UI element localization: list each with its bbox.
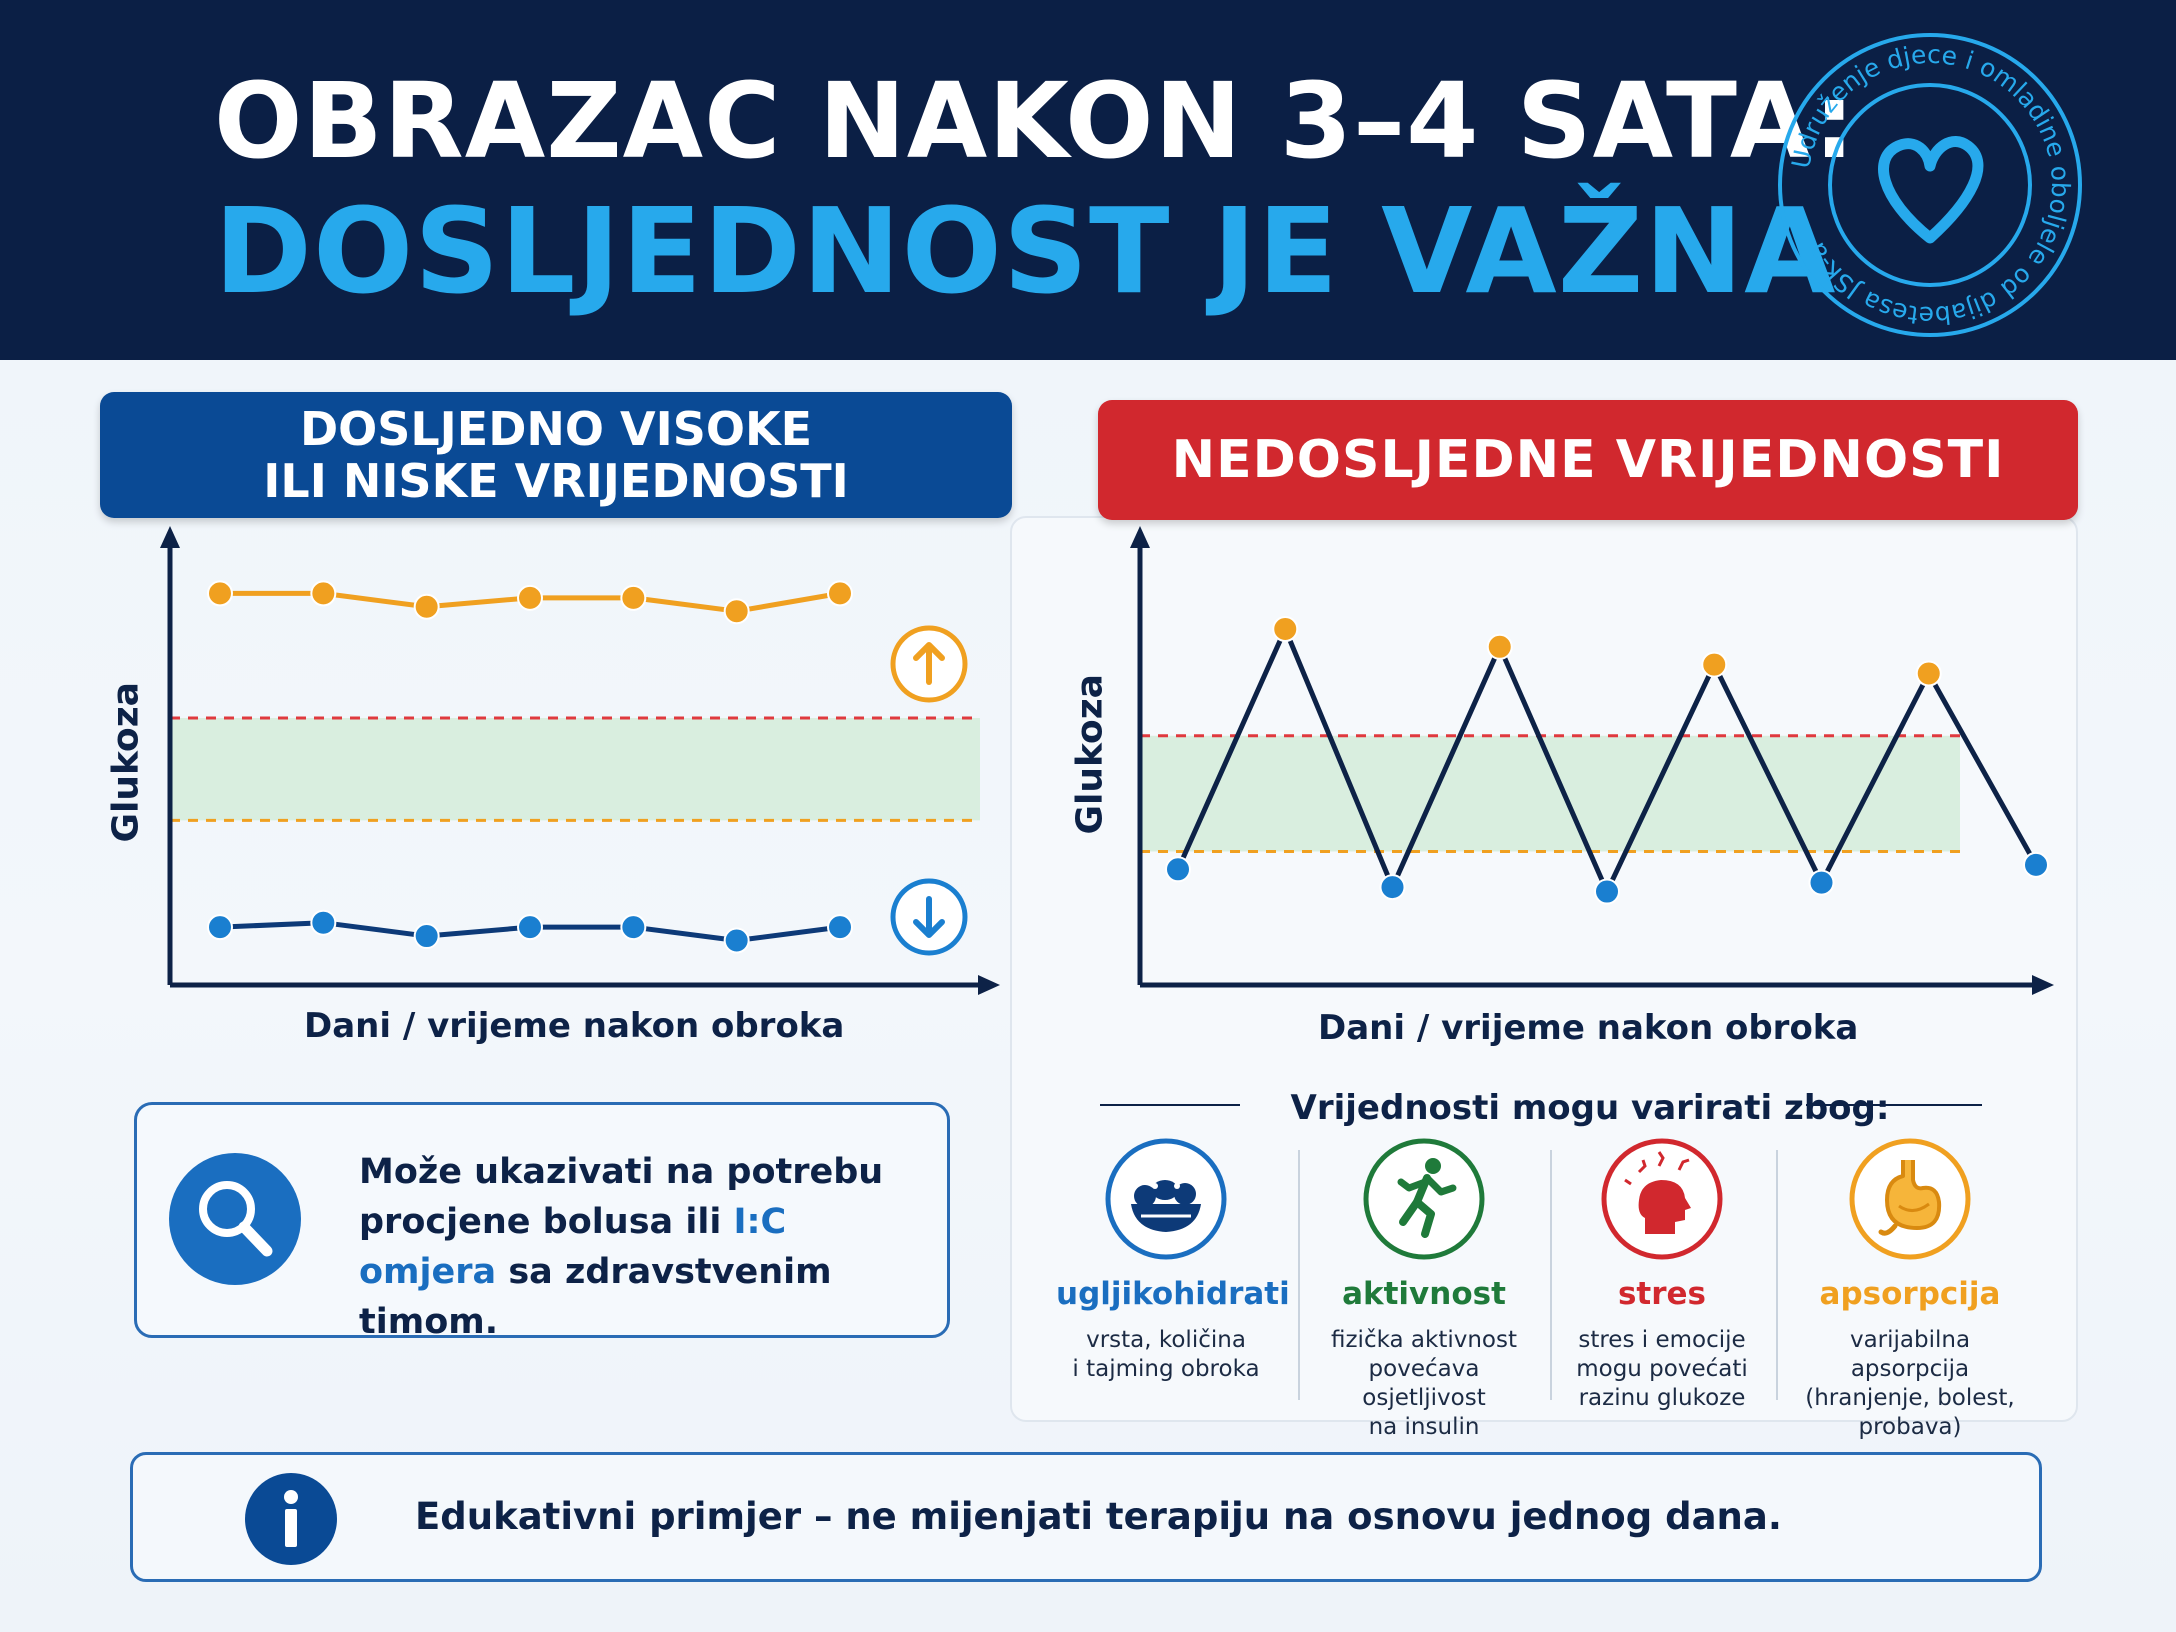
- title-line-2: DOSLJEDNOST JE VAŽNA: [214, 182, 1837, 320]
- factor-description: fizička aktivnost povećava osjetljivost …: [1331, 1327, 1517, 1440]
- right-y-axis-label: Glukoza: [1069, 674, 1111, 835]
- data-point: [1594, 878, 1620, 905]
- data-point: [207, 580, 233, 607]
- data-point: [413, 923, 440, 950]
- divider-line-left: [1100, 1104, 1240, 1106]
- variation-causes-title: Vrijednosti mogu varirati zbog:: [1290, 1088, 1890, 1128]
- x-axis-arrow: [2032, 975, 2054, 995]
- factor-name: aktivnost: [1342, 1276, 1506, 1312]
- factor-absorption: apsorpcija varijabilna apsorpcija (hranj…: [1790, 1136, 2030, 1442]
- factor-stress: stres stres i emocije mogu povećati razi…: [1552, 1136, 1772, 1413]
- ic-ratio-highlight: I:C omjera: [359, 1202, 787, 1292]
- data-point: [620, 914, 647, 941]
- inconsistent-values-chart: [1130, 526, 2054, 995]
- right-x-axis-label: Dani / vrijeme nakon obroka: [1318, 1008, 1859, 1048]
- data-point: [723, 598, 750, 625]
- info-icon: [245, 1473, 337, 1565]
- arrow-up-icon: [890, 625, 968, 703]
- food-bowl-icon: [1105, 1138, 1227, 1260]
- data-point: [2023, 851, 2049, 878]
- data-point: [1915, 660, 1942, 687]
- x-axis-arrow: [978, 975, 1000, 995]
- consistent-values-chart: [160, 526, 1000, 995]
- factor-description: vrsta, količina i tajming obroka: [1072, 1327, 1260, 1382]
- divider-line-right: [1806, 1104, 1982, 1106]
- consistent-title-line-2: ILI NISKE VRIJEDNOSTI: [263, 454, 849, 508]
- stomach-icon: [1849, 1138, 1971, 1260]
- data-point: [1486, 633, 1513, 660]
- data-point: [1701, 651, 1728, 678]
- heart-icon: [1878, 136, 1984, 244]
- factor-carbohydrates: ugljikohidrati vrsta, količina i tajming…: [1056, 1136, 1290, 1384]
- factor-name: stres: [1617, 1276, 1707, 1312]
- data-point: [1272, 616, 1299, 642]
- data-point: [723, 927, 750, 954]
- data-point: [517, 584, 543, 611]
- arrow-down-icon: [890, 878, 968, 956]
- target-range-band: [170, 718, 980, 821]
- factor-name: apsorpcija: [1819, 1276, 2001, 1312]
- left-x-axis-label: Dani / vrijeme nakon obroka: [304, 1006, 845, 1046]
- association-logo: Udruženje djece i omladine oboljele od d…: [1778, 33, 2082, 337]
- target-range-band: [1140, 735, 1960, 852]
- data-point: [517, 914, 543, 941]
- title-line-1: OBRAZAC NAKON 3–4 SATA:: [214, 60, 1856, 182]
- factor-separator: [1550, 1150, 1552, 1400]
- y-axis-arrow: [160, 526, 180, 548]
- header-banner: OBRAZAC NAKON 3–4 SATA: DOSLJEDNOST JE V…: [0, 0, 2176, 360]
- disclaimer-box: Edukativni primjer – ne mijenjati terapi…: [130, 1452, 2042, 1582]
- data-point: [1165, 856, 1191, 883]
- bolus-note-text: Može ukazivati na potrebu procjene bolus…: [359, 1152, 884, 1342]
- data-point: [1808, 869, 1835, 896]
- y-axis-arrow: [1130, 526, 1150, 548]
- magnifier-icon: [169, 1153, 301, 1285]
- data-point: [827, 580, 853, 607]
- factor-name: ugljikohidrati: [1056, 1276, 1290, 1312]
- data-point: [1379, 874, 1406, 901]
- inconsistent-title: NEDOSLJEDNE VRIJEDNOSTI: [1171, 430, 2005, 490]
- inconsistent-values-header: NEDOSLJEDNE VRIJEDNOSTI: [1098, 400, 2078, 520]
- data-point: [207, 914, 233, 941]
- consistent-values-header: DOSLJEDNO VISOKE ILI NISKE VRIJEDNOSTI: [100, 392, 1012, 518]
- running-person-icon: [1363, 1138, 1485, 1260]
- stressed-head-icon: [1601, 1138, 1723, 1260]
- factor-description: stres i emocije mogu povećati razinu glu…: [1576, 1327, 1748, 1411]
- factor-separator: [1776, 1150, 1778, 1400]
- factor-activity: aktivnost fizička aktivnost povećava osj…: [1314, 1136, 1534, 1442]
- disclaimer-text: Edukativni primjer – ne mijenjati terapi…: [415, 1495, 1782, 1538]
- data-point: [827, 914, 853, 941]
- consistent-title-line-1: DOSLJEDNO VISOKE: [299, 402, 813, 456]
- data-point: [620, 584, 647, 611]
- data-point: [310, 909, 337, 936]
- left-y-axis-label: Glukoza: [105, 682, 147, 843]
- factor-description: varijabilna apsorpcija (hranjenje, boles…: [1805, 1327, 2015, 1440]
- factor-separator: [1298, 1150, 1300, 1400]
- data-point: [413, 593, 440, 620]
- bolus-note-box: Može ukazivati na potrebu procjene bolus…: [134, 1102, 950, 1342]
- data-point: [310, 580, 337, 607]
- inconsistent-values-card: [1010, 516, 2078, 1422]
